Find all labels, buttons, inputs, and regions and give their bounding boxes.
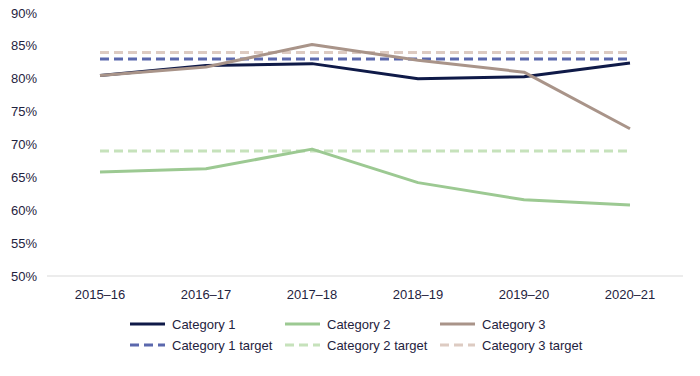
x-tick-label: 2019–20 bbox=[499, 287, 550, 302]
legend-swatch bbox=[440, 323, 475, 326]
legend-swatch bbox=[130, 344, 165, 347]
series-line bbox=[100, 150, 630, 153]
y-tick-label: 50% bbox=[11, 269, 37, 284]
x-tick-label: 2018–19 bbox=[393, 287, 444, 302]
series-line bbox=[100, 45, 630, 129]
plot-area bbox=[100, 45, 630, 205]
legend-label: Category 1 target bbox=[172, 338, 273, 353]
y-tick-label: 80% bbox=[11, 71, 37, 86]
series-line bbox=[100, 58, 630, 61]
legend-label: Category 1 bbox=[172, 317, 236, 332]
series-line bbox=[100, 149, 630, 205]
y-tick-label: 70% bbox=[11, 137, 37, 152]
y-tick-label: 75% bbox=[11, 104, 37, 119]
x-tick-label: 2020–21 bbox=[605, 287, 656, 302]
y-tick-label: 55% bbox=[11, 236, 37, 251]
y-tick-label: 85% bbox=[11, 38, 37, 53]
series-line bbox=[100, 63, 630, 79]
x-tick-label: 2015–16 bbox=[75, 287, 126, 302]
legend-swatch bbox=[285, 344, 320, 347]
x-tick-label: 2017–18 bbox=[287, 287, 338, 302]
legend-swatch bbox=[130, 323, 165, 326]
legend-label: Category 3 bbox=[482, 317, 546, 332]
y-tick-label: 65% bbox=[11, 170, 37, 185]
x-axis-line bbox=[47, 276, 683, 277]
y-tick-label: 60% bbox=[11, 203, 37, 218]
legend-label: Category 2 bbox=[327, 317, 391, 332]
y-tick-label: 90% bbox=[11, 6, 37, 21]
chart: 50% 55% 60% 65% 70% 75% 80% 85% 90% 2015–16 2016–1… bbox=[0, 0, 700, 376]
legend-label: Category 3 target bbox=[482, 338, 583, 353]
x-tick-label: 2016–17 bbox=[181, 287, 232, 302]
legend-swatch bbox=[285, 323, 320, 326]
legend-label: Category 2 target bbox=[327, 338, 428, 353]
legend-swatch bbox=[440, 344, 475, 347]
